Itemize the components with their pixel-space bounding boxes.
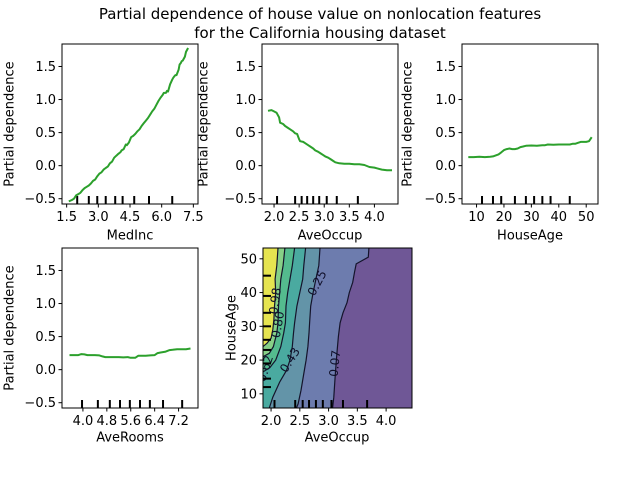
x-tick-label: 4.5 bbox=[120, 210, 141, 225]
ylabel-partial-dependence-4: Partial dependence bbox=[2, 265, 18, 391]
x-tick-label: 3.0 bbox=[318, 414, 339, 429]
subplot-houseage: 10 20 30 40 50 −0.5 0.0 0.5 1.0 1.5 bbox=[424, 43, 599, 225]
y-tick-label: 1.5 bbox=[35, 264, 56, 279]
y-tick-label: 1.0 bbox=[35, 297, 56, 312]
y-tick-label: 0.5 bbox=[35, 330, 56, 345]
figure-title-line1: Partial dependence of house value on non… bbox=[98, 5, 542, 23]
xlabel-medinc: MedInc bbox=[106, 228, 154, 244]
contour-line bbox=[332, 248, 370, 408]
axes-spines bbox=[61, 43, 199, 205]
subplot-aveoccup: 2.0 2.5 3.0 3.5 4.0 −0.5 0.0 0.5 1.0 1.5 bbox=[224, 43, 399, 225]
xlabel-aveoccup-contour: AveOccup bbox=[304, 430, 370, 446]
x-tick-label: 30 bbox=[523, 210, 540, 225]
x-tick-label: 3.5 bbox=[347, 414, 368, 429]
ylabel-houseage-contour: HouseAge bbox=[224, 295, 240, 361]
y-tick-label: −0.5 bbox=[24, 396, 56, 411]
x-tick-label: 3.0 bbox=[314, 210, 335, 225]
y-tick-label: 0.0 bbox=[435, 159, 456, 174]
ylabel-partial-dependence-2: Partial dependence bbox=[196, 61, 212, 187]
x-tick-label: 4.0 bbox=[364, 210, 385, 225]
y-tick-label: −0.5 bbox=[24, 192, 56, 207]
contour-line bbox=[263, 248, 296, 373]
contour-line bbox=[263, 248, 286, 358]
y-tick-label: 0.5 bbox=[235, 126, 256, 141]
y-tick-label: 20 bbox=[240, 354, 257, 369]
figure-title: Partial dependence of house value on non… bbox=[0, 5, 640, 43]
pd-curve-medinc bbox=[68, 47, 189, 203]
y-tick-label: 1.5 bbox=[35, 60, 56, 75]
contour-line bbox=[268, 248, 307, 408]
axes-spines bbox=[61, 247, 199, 409]
pd-curve-averooms bbox=[69, 347, 191, 359]
x-tick-label: 2.0 bbox=[261, 414, 282, 429]
x-tick-label: 50 bbox=[578, 210, 595, 225]
x-tick-label: 2.5 bbox=[289, 210, 310, 225]
contour-label: 0.07 bbox=[327, 349, 344, 377]
y-tick-label: 30 bbox=[240, 320, 257, 335]
x-tick-label: 40 bbox=[551, 210, 568, 225]
axes-spines bbox=[262, 247, 413, 409]
y-tick-label: 1.0 bbox=[435, 93, 456, 108]
figure-title-line2: for the California housing dataset bbox=[194, 24, 446, 42]
x-tick-label: 2.5 bbox=[289, 414, 310, 429]
subplot-averooms: 4.0 4.8 5.6 6.4 7.2 −0.5 0.0 0.5 1.0 1.5 bbox=[24, 247, 199, 429]
y-tick-label: 10 bbox=[240, 387, 257, 402]
x-tick-label: 10 bbox=[468, 210, 485, 225]
y-tick-label: −0.5 bbox=[224, 192, 256, 207]
pd-curve-aveoccup bbox=[267, 109, 392, 172]
xlabel-houseage-top: HouseAge bbox=[497, 228, 563, 244]
y-tick-label: 0.5 bbox=[35, 126, 56, 141]
x-tick-label: 7.2 bbox=[168, 414, 189, 429]
x-tick-label: 4.8 bbox=[96, 414, 117, 429]
x-tick-label: 6.0 bbox=[151, 210, 172, 225]
y-tick-label: 1.5 bbox=[435, 60, 456, 75]
pd-curve-houseage bbox=[468, 136, 593, 159]
y-tick-label: 50 bbox=[240, 252, 257, 267]
x-tick-label: 3.0 bbox=[88, 210, 109, 225]
y-tick-label: 40 bbox=[240, 286, 257, 301]
x-tick-label: 3.5 bbox=[339, 210, 360, 225]
x-tick-label: 20 bbox=[496, 210, 513, 225]
y-tick-label: 0.0 bbox=[35, 363, 56, 378]
xlabel-aveoccup-top: AveOccup bbox=[297, 228, 363, 244]
contour-line bbox=[295, 248, 321, 408]
y-tick-label: 1.5 bbox=[235, 60, 256, 75]
subplot-medinc: 1.5 3.0 4.5 6.0 7.5 −0.5 0.0 0.5 1.0 1.5 bbox=[24, 43, 204, 225]
x-tick-label: 4.0 bbox=[376, 414, 397, 429]
ylabel-partial-dependence-3: Partial dependence bbox=[400, 61, 416, 187]
xlabel-averooms: AveRooms bbox=[96, 430, 164, 446]
x-tick-label: 5.6 bbox=[120, 414, 141, 429]
contour-band bbox=[263, 248, 278, 347]
contour-area: 0.980.800.62 0.430.250.07 bbox=[263, 248, 412, 408]
y-tick-label: 0.0 bbox=[35, 159, 56, 174]
y-tick-label: 1.0 bbox=[35, 93, 56, 108]
y-tick-label: 0.0 bbox=[235, 159, 256, 174]
axes-spines bbox=[461, 43, 599, 205]
x-tick-label: 4.0 bbox=[73, 414, 94, 429]
subplot-contour: 0.980.800.62 0.430.250.07 2.0 2.5 3.0 3.5 4.0 1… bbox=[240, 247, 413, 429]
contour-label: 0.98 bbox=[266, 287, 284, 315]
axes-spines bbox=[261, 43, 399, 205]
contour-label: 0.80 bbox=[269, 310, 287, 339]
x-tick-label: 2.0 bbox=[264, 210, 285, 225]
y-tick-label: 0.5 bbox=[435, 126, 456, 141]
y-tick-label: 1.0 bbox=[235, 93, 256, 108]
ylabel-partial-dependence-1: Partial dependence bbox=[2, 61, 18, 187]
x-tick-label: 7.5 bbox=[183, 210, 204, 225]
y-tick-label: −0.5 bbox=[424, 192, 456, 207]
x-tick-label: 1.5 bbox=[56, 210, 77, 225]
x-tick-label: 6.4 bbox=[144, 414, 165, 429]
